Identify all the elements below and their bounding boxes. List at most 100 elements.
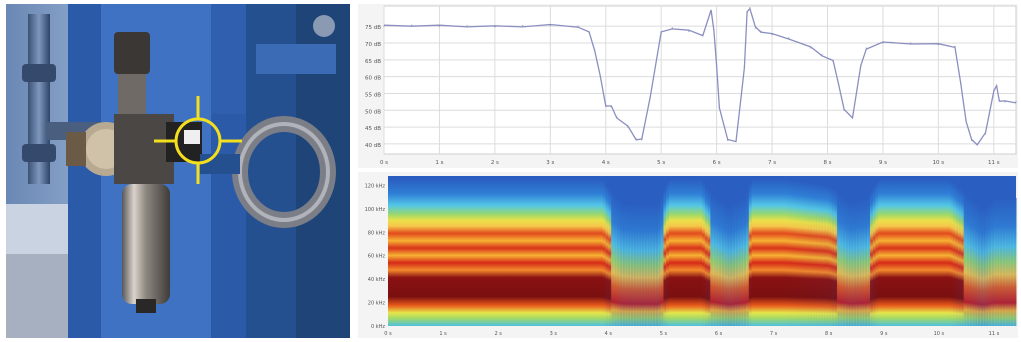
spec-x-tick-label: 5 s: [660, 331, 668, 337]
spectrogram-column: [443, 179, 447, 326]
level-point: [971, 139, 973, 142]
spectrogram-column: [388, 179, 392, 326]
spectrogram-column: [936, 179, 940, 326]
level-point: [851, 116, 854, 118]
level-point: [735, 139, 737, 142]
level-point: [727, 139, 729, 142]
level-point: [577, 25, 579, 27]
spectrogram-column: [594, 179, 598, 326]
spectrogram-column: [704, 186, 709, 326]
spectrogram-column: [966, 194, 970, 326]
spectrogram-column: [820, 184, 824, 326]
spectrogram-column: [999, 197, 1003, 326]
spectrogram-column: [561, 179, 565, 326]
spectrogram-column: [448, 179, 452, 326]
spectrogram-column: [533, 179, 538, 326]
level-point: [627, 126, 629, 128]
spec-y-tick-label: 100 kHz: [365, 207, 386, 213]
spectrogram-column: [870, 190, 874, 326]
spectrogram-column: [622, 202, 626, 326]
spectrogram-column: [702, 181, 706, 326]
spectrogram-column: [693, 179, 698, 326]
spectrogram-column: [674, 179, 678, 326]
level-point: [937, 44, 939, 46]
level-point: [718, 106, 721, 108]
spectrogram-column: [1002, 197, 1006, 326]
spectrogram-column: [779, 179, 783, 326]
spectrogram-column: [473, 179, 477, 326]
spectrogram-column: [432, 179, 436, 326]
spec-x-tick-label: 10 s: [934, 331, 945, 337]
spectrogram-column: [556, 179, 560, 326]
level-point: [976, 143, 978, 145]
spectrogram-column: [974, 202, 979, 326]
spectrogram-column: [484, 179, 488, 326]
spectrogram-column: [770, 179, 775, 326]
spectrogram-column: [572, 179, 576, 326]
spectrogram-column: [784, 179, 788, 326]
spectrogram-column: [839, 194, 844, 326]
line-x-tick-label: 11 s: [988, 160, 1000, 166]
line-y-tick-label: 65 dB: [365, 59, 381, 65]
spectrogram-column: [451, 179, 455, 326]
level-point: [635, 138, 637, 140]
spec-x-tick-label: 9 s: [880, 331, 888, 337]
spectrogram-column: [878, 179, 882, 326]
spectrogram-column: [886, 179, 890, 326]
level-point: [594, 49, 596, 51]
spectrogram-column: [905, 179, 910, 326]
spectrogram-column: [410, 179, 414, 326]
level-point: [910, 42, 912, 44]
spectrogram-column: [795, 180, 800, 326]
spectrogram-column: [682, 179, 687, 326]
spectrogram-column: [980, 207, 984, 326]
spectrogram-column: [922, 179, 926, 326]
spectrogram-column: [558, 179, 563, 326]
spectrogram-column: [900, 179, 904, 326]
spectrogram-column: [517, 179, 521, 326]
level-point: [865, 47, 867, 49]
spectrogram-column: [668, 179, 673, 326]
level-point: [599, 76, 601, 78]
spectrogram-column: [481, 179, 486, 326]
spectrogram-column: [583, 179, 587, 326]
spectrogram-column: [941, 179, 945, 326]
line-x-tick-label: 0 s: [380, 160, 388, 166]
spectrogram-column: [454, 179, 458, 326]
spectrogram-column: [644, 204, 648, 326]
spectrogram-column: [798, 181, 802, 326]
spec-x-tick-label: 7 s: [770, 331, 778, 337]
spectrogram-column: [776, 179, 780, 326]
spectrogram-column: [511, 179, 516, 326]
spectrogram-column: [985, 204, 990, 326]
spec-y-tick-label: 80 kHz: [368, 230, 386, 236]
spectrogram-column: [688, 179, 692, 326]
spectrogram-column: [616, 197, 620, 326]
spectrogram-column: [503, 179, 508, 326]
spectrogram-column: [390, 179, 395, 326]
spectrogram-column: [958, 187, 962, 326]
spectrogram-column: [421, 179, 425, 326]
spectrogram-column: [547, 179, 552, 326]
spec-x-tick-label: 4 s: [605, 331, 613, 337]
spectrogram-column: [947, 179, 951, 326]
spectrogram-column: [762, 179, 766, 326]
spectrogram-column: [856, 200, 860, 326]
spectrogram-column: [859, 199, 863, 326]
line-y-tick-label: 75 dB: [365, 25, 381, 31]
level-point: [810, 47, 812, 49]
level-point: [616, 116, 618, 118]
spectrogram-chart-svg: 120 kHz 100 kHz 80 kHz 60 kHz 40 kHz 20 kHz 0 …: [358, 172, 1018, 338]
spectrogram-column: [638, 204, 643, 326]
spectrogram-column: [666, 182, 670, 326]
spectrogram-column: [415, 179, 419, 326]
line-x-tick-label: 1 s: [435, 160, 443, 166]
spectrogram-column: [528, 179, 532, 326]
spectrogram-column: [743, 196, 747, 326]
spectrogram-column: [600, 179, 604, 326]
spectrogram-column: [988, 201, 992, 326]
level-point: [837, 82, 840, 84]
level-point: [993, 89, 995, 91]
spectrogram-column: [404, 179, 408, 326]
spectrogram-column: [492, 179, 497, 326]
